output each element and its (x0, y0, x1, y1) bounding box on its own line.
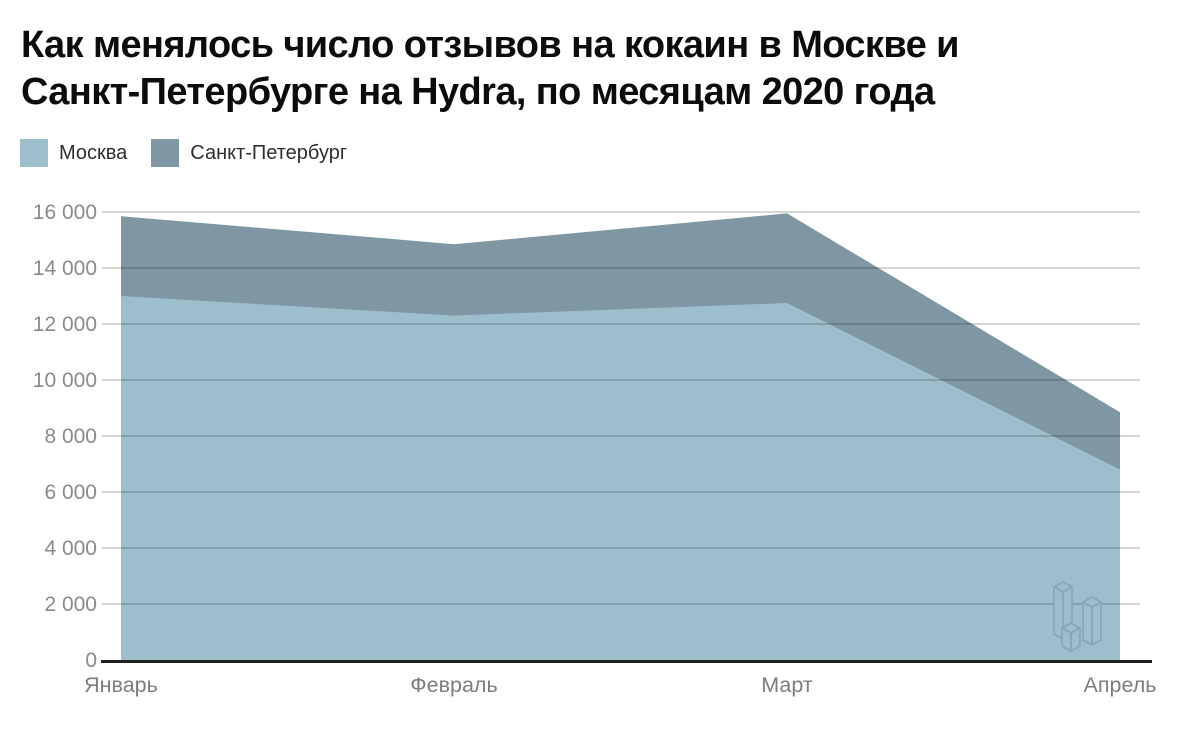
y-tick-label: 10 000 (33, 369, 97, 392)
legend-item-spb: Санкт-Петербург (151, 139, 347, 167)
watermark-face (1082, 601, 1093, 646)
watermark-face (1091, 601, 1102, 646)
y-tick-label: 14 000 (33, 257, 97, 280)
x-tick-label: Март (761, 673, 813, 697)
legend-label-moscow: Москва (59, 141, 128, 164)
y-tick-label: 2 000 (44, 593, 97, 616)
chart-title: Как менялось число отзывов на кокаин в М… (21, 22, 959, 115)
x-tick-label: Февраль (410, 673, 497, 697)
y-tick-label: 16 000 (33, 201, 97, 224)
area-moscow (121, 296, 1120, 660)
chart-title-line-2: Санкт-Петербурге на Hydra, по месяцам 20… (21, 70, 935, 113)
chart-legend: Москва Санкт-Петербург (20, 139, 371, 167)
y-tick-label: 8 000 (44, 425, 97, 448)
x-tick-label: Январь (84, 673, 158, 697)
legend-item-moscow: Москва (20, 139, 127, 167)
watermark-face (1070, 627, 1081, 652)
legend-swatch-moscow (20, 139, 48, 167)
legend-swatch-spb (151, 139, 180, 167)
x-tick-label: Апрель (1084, 673, 1157, 697)
watermark-face (1061, 627, 1072, 652)
chart-title-line-1: Как менялось число отзывов на кокаин в М… (21, 24, 959, 66)
y-tick-label: 12 000 (33, 313, 97, 336)
y-tick-label: 0 (85, 649, 97, 672)
y-tick-label: 4 000 (44, 537, 97, 560)
legend-label-spb: Санкт-Петербург (190, 141, 348, 164)
y-tick-label: 6 000 (44, 481, 97, 504)
isometric-bars-watermark-icon (1053, 581, 1102, 652)
